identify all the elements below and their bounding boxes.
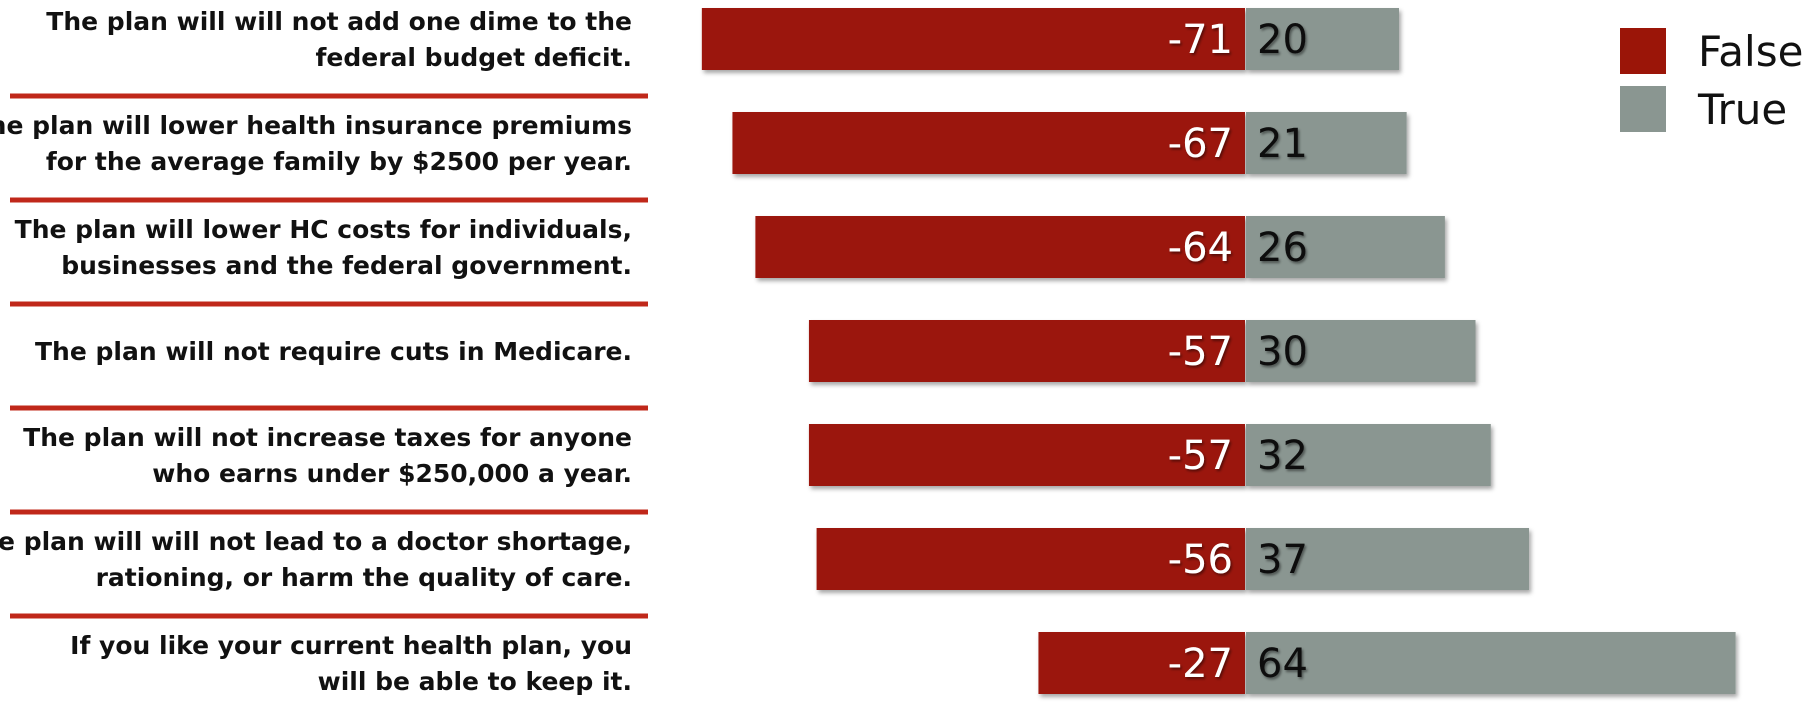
category-label: federal budget deficit. [316, 43, 632, 72]
data-label-true: 26 [1257, 225, 1308, 271]
bar-true [1246, 8, 1399, 70]
bar-true [1246, 632, 1736, 694]
bar-false [701, 8, 1245, 70]
data-label-false: -27 [1168, 641, 1233, 687]
category-label: who earns under $250,000 a year. [152, 459, 632, 488]
category-label: rationing, or harm the quality of care. [96, 563, 632, 592]
data-label-true: 21 [1257, 121, 1308, 167]
category-label: The plan will lower health insurance pre… [0, 111, 632, 140]
category-label: If you like your current health plan, yo… [70, 631, 632, 660]
category-label: businesses and the federal government. [61, 251, 632, 280]
bar-true [1246, 528, 1530, 590]
category-label: The plan will will not add one dime to t… [46, 7, 632, 36]
category-label: The plan will will not lead to a doctor … [0, 527, 632, 556]
data-label-true: 30 [1257, 329, 1308, 375]
data-label-true: 64 [1257, 641, 1308, 687]
data-label-false: -64 [1168, 225, 1233, 271]
data-label-false: -56 [1168, 537, 1233, 583]
data-label-true: 32 [1257, 433, 1308, 479]
category-label: The plan will not require cuts in Medica… [35, 337, 632, 366]
bar-false [755, 216, 1245, 278]
data-label-false: -67 [1168, 121, 1233, 167]
category-label: The plan will lower HC costs for individ… [15, 215, 632, 244]
category-label: for the average family by $2500 per year… [46, 147, 632, 176]
bar-true [1246, 216, 1445, 278]
data-label-false: -57 [1168, 433, 1233, 479]
legend-swatch-false [1620, 28, 1666, 74]
bar-false [732, 112, 1245, 174]
bar-true [1246, 320, 1476, 382]
legend-label-true: True [1697, 85, 1787, 134]
bar-true [1246, 424, 1491, 486]
bar-false [808, 424, 1245, 486]
bar-false [808, 320, 1245, 382]
data-label-true: 20 [1257, 17, 1308, 63]
data-label-false: -71 [1168, 17, 1233, 63]
bar-false [816, 528, 1245, 590]
category-label: will be able to keep it. [318, 667, 632, 696]
bar-false [1038, 632, 1245, 694]
category-label: The plan will not increase taxes for any… [23, 423, 632, 452]
legend-swatch-true [1620, 86, 1666, 132]
legend-label-false: False [1698, 27, 1803, 76]
bar-true [1246, 112, 1407, 174]
data-label-true: 37 [1257, 537, 1308, 583]
data-label-false: -57 [1168, 329, 1233, 375]
